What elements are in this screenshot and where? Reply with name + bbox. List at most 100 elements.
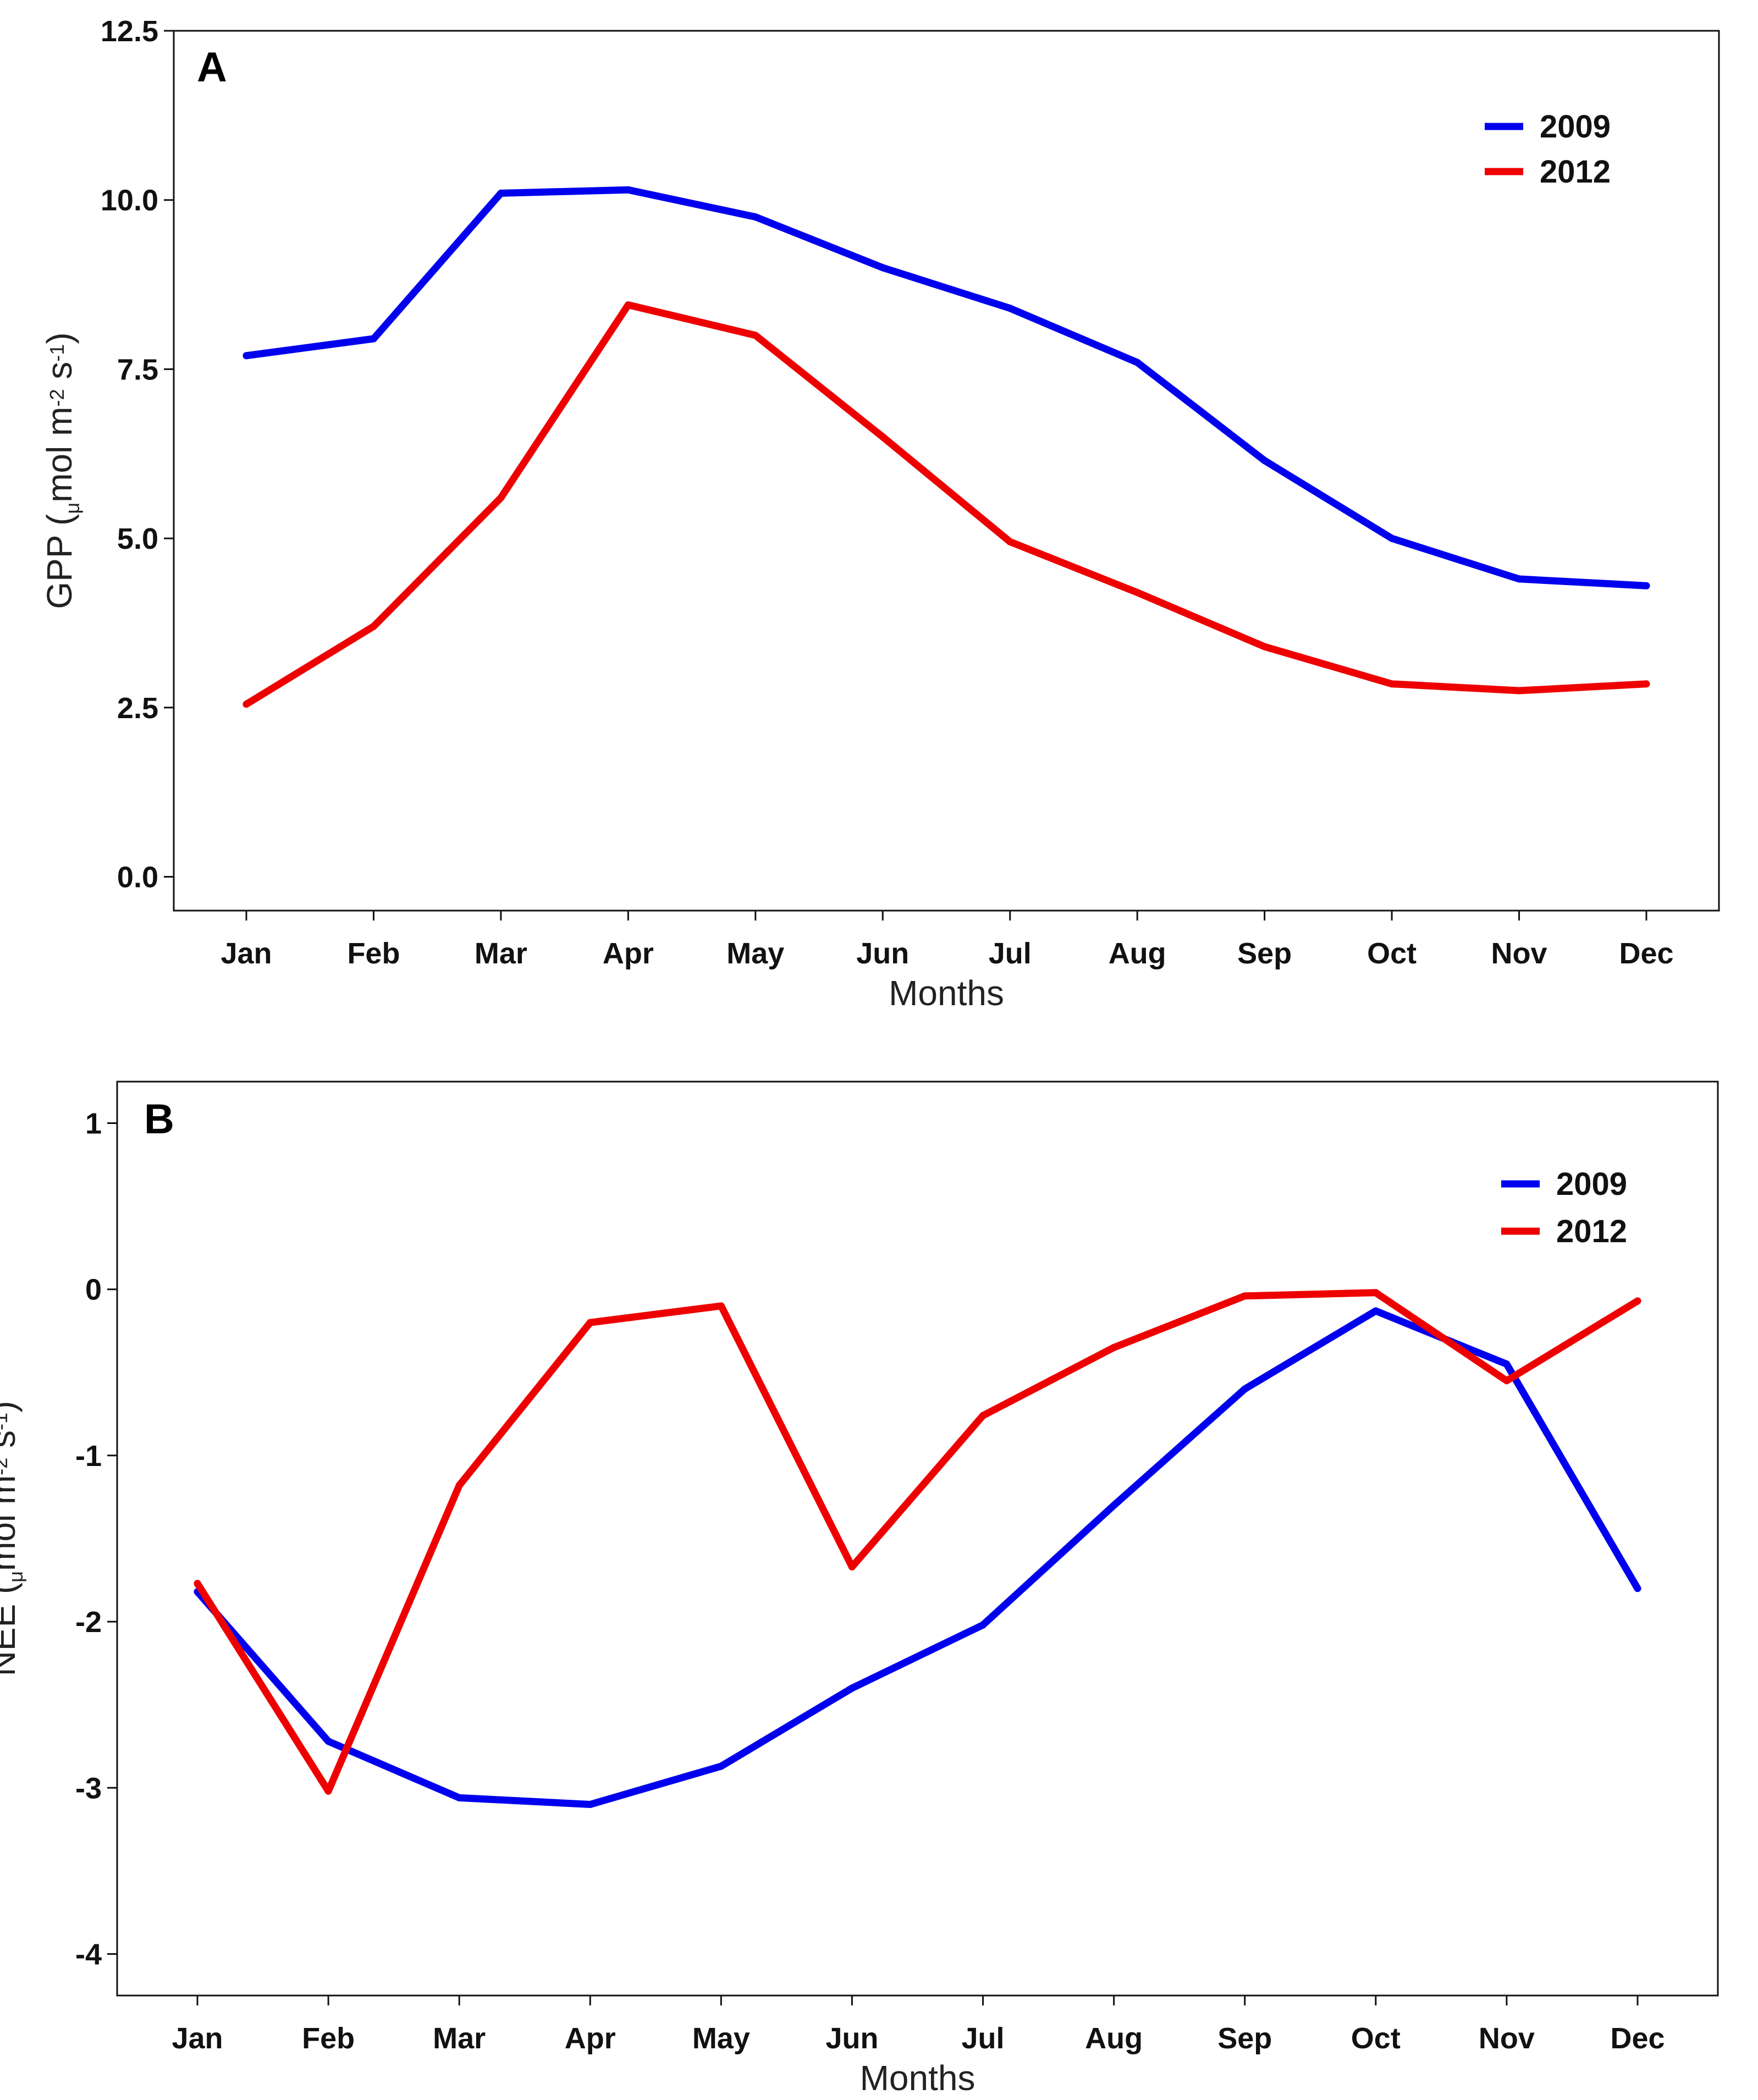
x-tick-label: Jan [172,2022,223,2055]
x-tick-label: Feb [302,2022,355,2055]
y-tick-label: -3 [75,1772,102,1805]
y-tick-label: 2.5 [117,692,158,725]
y-axis-title-unit2: s [40,362,79,389]
data-point-2009 [979,1621,987,1629]
y-tick-label: 1 [85,1107,102,1140]
data-point-2012 [717,1302,725,1310]
panel-label: B [144,1096,174,1143]
data-point-2009 [1634,1585,1641,1592]
x-tick-label: Dec [1619,937,1673,970]
x-tick-label: Dec [1610,2022,1665,2055]
data-point-2012 [848,1563,856,1570]
data-point-2012 [1643,680,1650,688]
data-point-2009 [752,213,759,221]
y-tick-label: -2 [75,1606,102,1639]
legend: 2009 2012 [1501,1166,1627,1249]
series-line-2012 [243,301,1650,708]
y-tick-label: 12.5 [101,15,158,48]
y-axis-title-mu: μ [4,1571,27,1583]
chart-panel-b: B -4 -3 -2 -1 0 1 Jan Feb Mar Apr May Jun Jul Aug Sep Oc… [0,1081,1719,2098]
x-tick-label: Apr [565,2022,616,2055]
data-point-2012 [1503,1377,1511,1385]
data-point-2009 [243,352,250,360]
x-tick-label: Jul [962,2022,1005,2055]
y-axis-title: NEE (μmol m-2 s-1) [0,1401,27,1677]
data-point-2009 [848,1684,856,1692]
data-point-2009 [497,189,505,197]
x-tick-label: Jun [825,2022,878,2055]
legend: 2009 2012 [1485,109,1611,190]
legend-label-2009: 2009 [1540,109,1611,145]
y-tick-label: -4 [75,1938,102,1971]
y-axis-title-main: GPP ( [40,514,79,609]
legend-label-2012: 2012 [1540,154,1611,190]
data-point-2009 [1006,305,1014,312]
y-axis-title-end: ) [0,1401,23,1413]
data-point-2012 [1515,687,1523,695]
data-point-2012 [1133,589,1141,597]
data-point-2012 [1388,680,1396,688]
data-point-2012 [1261,643,1269,651]
data-point-2009 [455,1794,463,1801]
x-tick-label: May [726,937,784,970]
chart-panel-a: A 0.0 2.5 5.0 7.5 10.0 12.5 Jan Feb Mar Apr May Jun J… [40,15,1720,1013]
data-point-2009 [1643,582,1650,589]
data-point-2012 [586,1319,594,1326]
x-tick-label: Jul [989,937,1032,970]
data-point-2012 [243,701,250,708]
plot-frame [173,30,1720,912]
x-axis-title: Months [860,2058,976,2098]
series-line-2012 [194,1289,1641,1795]
x-tick-label: Jun [856,937,909,970]
y-axis-title-unit: mol m [40,407,79,503]
y-axis-title-end: ) [40,332,79,344]
y-tick-label: 7.5 [117,353,158,386]
y-axis-title-unit2: s [0,1430,23,1458]
data-point-2009 [1515,575,1523,583]
plot-frame [116,1081,1719,1997]
data-point-2009 [1503,1360,1511,1368]
data-point-2012 [879,433,886,440]
x-tick-label: Nov [1491,937,1547,970]
y-axis-title-unit: mol m [0,1475,23,1571]
data-point-2012 [979,1412,987,1419]
data-point-2009 [624,186,632,194]
data-point-2009 [1110,1502,1118,1509]
data-point-2012 [752,332,759,339]
x-tick-label: Apr [603,937,654,970]
series-line-2009 [194,1307,1641,1808]
data-point-2012 [324,1787,332,1795]
data-point-2009 [1388,534,1396,542]
x-tick-label: Mar [433,2022,486,2055]
data-point-2012 [370,622,377,630]
x-tick-label: Feb [347,937,400,970]
data-point-2009 [586,1800,594,1808]
x-tick-label: Oct [1351,2022,1401,2055]
x-tick-label: Nov [1479,2022,1535,2055]
data-point-2012 [1006,538,1014,545]
series-line-2009 [243,186,1650,589]
data-point-2009 [879,264,886,272]
y-tick-label: 0.0 [117,861,158,894]
data-point-2012 [455,1481,463,1489]
y-axis-title-exp2: -1 [46,344,68,362]
y-axis-title-main: NEE ( [0,1583,23,1677]
x-axis-title: Months [889,973,1004,1013]
data-point-2009 [370,335,377,343]
x-tick-label: Sep [1237,937,1292,970]
data-point-2009 [1133,359,1141,366]
x-tick-label: Mar [475,937,527,970]
data-point-2012 [1372,1289,1380,1297]
legend-label-2012: 2012 [1556,1214,1627,1249]
panel-label: A [197,44,227,91]
data-point-2012 [624,301,632,308]
x-tick-label: May [692,2022,750,2055]
x-tick-label: Oct [1367,937,1417,970]
y-tick-label: 10.0 [101,184,158,217]
data-point-2009 [717,1762,725,1770]
y-axis-title-exp1: -2 [0,1458,12,1475]
data-point-2012 [1110,1343,1118,1351]
y-tick-label: -1 [75,1440,102,1473]
y-axis-title: GPP (μmol m-2 s-1) [40,332,84,609]
